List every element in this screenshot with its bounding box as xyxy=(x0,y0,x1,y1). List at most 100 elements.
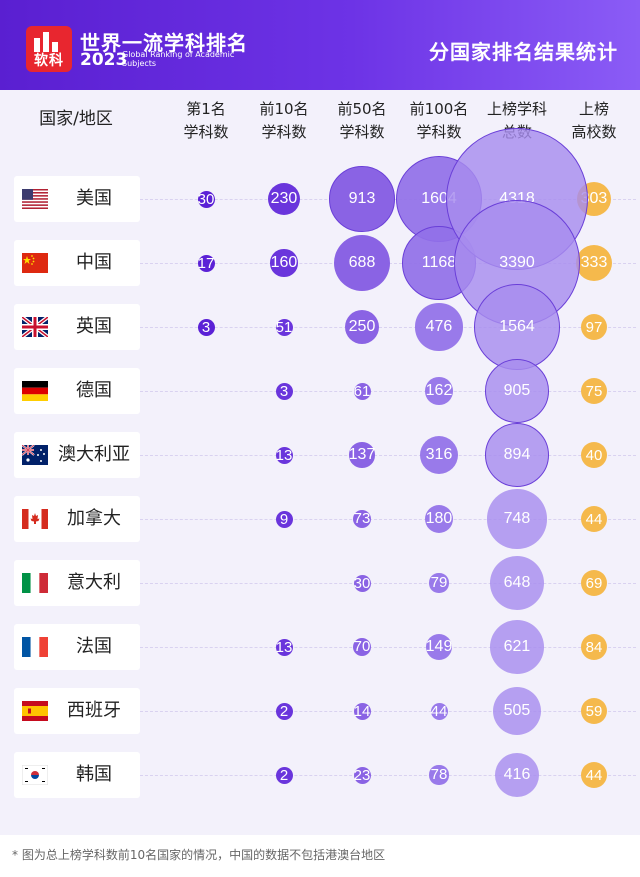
bubble-top10: 13 xyxy=(275,638,293,656)
bubble-top100: 162 xyxy=(425,377,453,405)
fr-flag-icon xyxy=(22,637,48,657)
column-header-top50: 前50名学科数 xyxy=(322,98,402,144)
header-banner: 软科 世界一流学科排名 2023 Global Ranking of Acade… xyxy=(0,0,640,90)
country-name: 英国 xyxy=(76,316,112,337)
bubble-top100: 79 xyxy=(429,573,449,593)
country-name: 意大利 xyxy=(67,572,121,593)
bubble-total: 748 xyxy=(487,489,547,549)
row-guide-line xyxy=(140,519,636,520)
kr-flag-icon xyxy=(22,765,48,785)
bubble-total: 621 xyxy=(490,620,544,674)
bubble-top1: 3 xyxy=(197,318,215,336)
shanghairanking-logo-icon: 软科 xyxy=(26,26,72,72)
table-row: 韩国 xyxy=(14,752,140,798)
bubble-top50: 70 xyxy=(352,637,372,657)
bubble-top50: 30 xyxy=(353,574,371,592)
bubble-top50: 913 xyxy=(329,166,395,232)
column-header-line: 学科数 xyxy=(261,123,307,141)
bubble-univ: 75 xyxy=(581,378,607,404)
header-year: 2023 xyxy=(80,50,128,70)
table-row: 德国 xyxy=(14,368,140,414)
bubble-top50: 61 xyxy=(353,382,371,400)
country-name: 德国 xyxy=(76,380,112,401)
bubble-univ: 59 xyxy=(581,698,607,724)
bubble-top100: 316 xyxy=(419,435,459,475)
bubble-top100: 476 xyxy=(415,303,463,351)
table-row: 中国 xyxy=(14,240,140,286)
bubble-top50: 23 xyxy=(353,766,371,784)
bubble-top1: 30 xyxy=(197,190,215,208)
column-header-line: 国家/地区 xyxy=(39,109,113,129)
column-header-line: 学科数 xyxy=(416,123,462,141)
row-guide-line xyxy=(140,391,636,392)
us-flag-icon xyxy=(22,189,48,209)
row-guide-line xyxy=(140,327,636,328)
row-guide-line xyxy=(140,455,636,456)
column-header-line: 前50名 xyxy=(337,100,387,118)
footnote: * 图为总上榜学科数前10名国家的情况，中国的数据不包括港澳台地区 xyxy=(12,848,386,862)
country-name: 加拿大 xyxy=(67,508,121,529)
row-guide-line xyxy=(140,647,636,648)
table-row: 英国 xyxy=(14,304,140,350)
bubble-univ: 97 xyxy=(581,314,607,340)
de-flag-icon xyxy=(22,381,48,401)
bubble-univ: 333 xyxy=(575,244,613,282)
bubble-top50: 14 xyxy=(353,702,371,720)
table-row: 澳大利亚 xyxy=(14,432,140,478)
country-name: 韩国 xyxy=(76,764,112,785)
bubble-top100: 180 xyxy=(424,504,454,534)
column-header-top10: 前10名学科数 xyxy=(244,98,324,144)
row-guide-line xyxy=(140,775,636,776)
bubble-top100: 78 xyxy=(429,765,449,785)
country-name: 西班牙 xyxy=(67,700,121,721)
bubble-total: 648 xyxy=(489,555,545,611)
bubble-total: 416 xyxy=(494,752,540,798)
column-header-line: 学科数 xyxy=(339,123,385,141)
page-title: 分国家排名结果统计 xyxy=(429,40,618,64)
it-flag-icon xyxy=(22,573,48,593)
table-row: 法国 xyxy=(14,624,140,670)
bubble-total: 505 xyxy=(492,686,542,736)
table-row: 意大利 xyxy=(14,560,140,606)
table-row: 西班牙 xyxy=(14,688,140,734)
cn-flag-icon xyxy=(22,253,48,273)
bubble-top50: 250 xyxy=(344,309,380,345)
bubble-top10: 2 xyxy=(275,702,293,720)
bubble-top10: 2 xyxy=(275,766,293,784)
country-name: 美国 xyxy=(76,188,112,209)
ca-flag-icon xyxy=(22,509,48,529)
bubble-univ: 44 xyxy=(581,506,607,532)
country-name: 澳大利亚 xyxy=(58,444,130,465)
column-header-top100: 前100名学科数 xyxy=(399,98,479,144)
country-name: 法国 xyxy=(76,636,112,657)
bubble-univ: 84 xyxy=(581,634,607,660)
column-header-country: 国家/地区 xyxy=(16,108,136,131)
bubble-total: 894 xyxy=(484,422,550,488)
bubble-top10: 9 xyxy=(275,510,293,528)
bubble-top10: 51 xyxy=(275,318,293,336)
country-name: 中国 xyxy=(76,252,112,273)
column-header-line: 高校数 xyxy=(571,123,617,141)
bubble-top50: 688 xyxy=(333,234,391,292)
es-flag-icon xyxy=(22,701,48,721)
bubble-top100: 44 xyxy=(430,702,448,720)
bubble-top10: 13 xyxy=(275,446,293,464)
column-header-line: 上榜学科 xyxy=(486,100,547,118)
column-header-line: 第1名 xyxy=(186,100,226,118)
logo-text: 软科 xyxy=(34,53,64,69)
column-header-line: 前100名 xyxy=(409,100,469,118)
column-header-line: 前10名 xyxy=(259,100,309,118)
table-row: 美国 xyxy=(14,176,140,222)
bubble-top50: 73 xyxy=(352,509,372,529)
header-title: 世界一流学科排名 xyxy=(80,31,248,55)
bubble-top10: 230 xyxy=(267,182,301,216)
bubble-top100: 149 xyxy=(426,633,452,661)
column-header-univ: 上榜 高校数 xyxy=(554,98,634,144)
bubble-univ: 69 xyxy=(581,570,607,596)
bubble-top1: 17 xyxy=(197,254,215,272)
table-row: 加拿大 xyxy=(14,496,140,542)
bubble-univ: 40 xyxy=(581,442,607,468)
header-subtitle-en: Global Ranking of Academic Subjects xyxy=(122,50,235,68)
row-guide-line xyxy=(140,583,636,584)
column-header-line: 学科数 xyxy=(183,123,229,141)
